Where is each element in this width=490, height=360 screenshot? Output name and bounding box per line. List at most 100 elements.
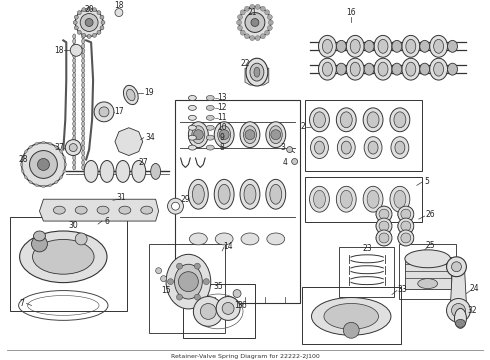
- Ellipse shape: [378, 62, 388, 76]
- Text: 1: 1: [235, 301, 240, 310]
- Ellipse shape: [392, 63, 402, 75]
- Ellipse shape: [20, 231, 107, 283]
- Ellipse shape: [82, 73, 85, 78]
- Ellipse shape: [406, 39, 416, 53]
- Ellipse shape: [82, 160, 85, 165]
- Ellipse shape: [63, 169, 66, 173]
- Ellipse shape: [447, 40, 458, 52]
- Ellipse shape: [390, 108, 410, 132]
- Ellipse shape: [430, 35, 447, 57]
- Text: 19: 19: [144, 89, 153, 98]
- Ellipse shape: [49, 142, 52, 145]
- Circle shape: [65, 140, 81, 156]
- Text: 29: 29: [181, 195, 190, 204]
- Polygon shape: [245, 68, 269, 85]
- Ellipse shape: [374, 35, 392, 57]
- Ellipse shape: [63, 156, 66, 159]
- Ellipse shape: [394, 190, 406, 208]
- Circle shape: [271, 130, 281, 140]
- Ellipse shape: [73, 73, 76, 78]
- Ellipse shape: [35, 142, 39, 145]
- Bar: [399, 244, 457, 298]
- Ellipse shape: [214, 122, 234, 148]
- Ellipse shape: [73, 160, 76, 165]
- Circle shape: [379, 221, 389, 231]
- Circle shape: [376, 218, 392, 234]
- Ellipse shape: [363, 108, 383, 132]
- Ellipse shape: [82, 102, 85, 107]
- Circle shape: [82, 8, 86, 12]
- Ellipse shape: [82, 112, 85, 117]
- Circle shape: [87, 6, 91, 10]
- Ellipse shape: [82, 107, 85, 112]
- Ellipse shape: [192, 126, 205, 144]
- Text: 35: 35: [213, 282, 223, 291]
- Circle shape: [446, 257, 466, 277]
- Text: 28: 28: [19, 155, 28, 164]
- Ellipse shape: [189, 115, 196, 120]
- Circle shape: [77, 30, 81, 34]
- Ellipse shape: [73, 116, 76, 121]
- Ellipse shape: [434, 39, 443, 53]
- Text: 32: 32: [467, 306, 477, 315]
- Text: 36: 36: [237, 301, 247, 310]
- Ellipse shape: [73, 87, 76, 92]
- Circle shape: [222, 302, 234, 314]
- Ellipse shape: [189, 122, 208, 148]
- Ellipse shape: [73, 112, 76, 117]
- Ellipse shape: [218, 126, 231, 144]
- Text: 10: 10: [218, 123, 227, 132]
- Circle shape: [240, 10, 245, 15]
- Circle shape: [238, 14, 243, 19]
- Ellipse shape: [391, 137, 409, 158]
- Ellipse shape: [215, 233, 233, 245]
- Ellipse shape: [341, 190, 352, 208]
- Ellipse shape: [336, 108, 356, 132]
- Ellipse shape: [189, 95, 196, 100]
- Ellipse shape: [218, 184, 230, 204]
- Ellipse shape: [418, 279, 438, 289]
- Ellipse shape: [214, 179, 234, 209]
- Circle shape: [178, 272, 198, 292]
- Text: 23: 23: [362, 244, 372, 253]
- Circle shape: [216, 297, 240, 320]
- Text: 17: 17: [114, 107, 123, 116]
- Ellipse shape: [206, 135, 214, 140]
- Circle shape: [73, 21, 77, 24]
- Ellipse shape: [73, 68, 76, 73]
- Ellipse shape: [54, 145, 58, 148]
- Ellipse shape: [29, 181, 32, 184]
- Ellipse shape: [119, 206, 131, 214]
- Ellipse shape: [456, 319, 466, 327]
- Circle shape: [401, 221, 411, 231]
- Ellipse shape: [266, 122, 286, 148]
- Ellipse shape: [73, 150, 76, 156]
- Ellipse shape: [82, 39, 85, 44]
- Ellipse shape: [73, 145, 76, 150]
- Ellipse shape: [82, 34, 85, 39]
- Ellipse shape: [318, 58, 336, 80]
- Ellipse shape: [189, 179, 208, 209]
- Circle shape: [240, 30, 245, 35]
- Ellipse shape: [49, 184, 52, 186]
- Ellipse shape: [73, 131, 76, 136]
- Text: 20: 20: [84, 5, 94, 14]
- Ellipse shape: [166, 254, 211, 309]
- Ellipse shape: [73, 97, 76, 102]
- Ellipse shape: [420, 63, 430, 75]
- Bar: [305, 100, 422, 171]
- Circle shape: [101, 21, 105, 24]
- Circle shape: [74, 26, 78, 30]
- Circle shape: [70, 44, 82, 56]
- Circle shape: [245, 13, 265, 32]
- Circle shape: [97, 30, 101, 34]
- Ellipse shape: [73, 92, 76, 97]
- Ellipse shape: [82, 136, 85, 141]
- Ellipse shape: [312, 297, 391, 335]
- Ellipse shape: [336, 40, 346, 52]
- Circle shape: [233, 289, 241, 297]
- Bar: [183, 284, 255, 338]
- Ellipse shape: [73, 39, 76, 44]
- Text: 18: 18: [54, 46, 64, 55]
- Ellipse shape: [394, 112, 406, 128]
